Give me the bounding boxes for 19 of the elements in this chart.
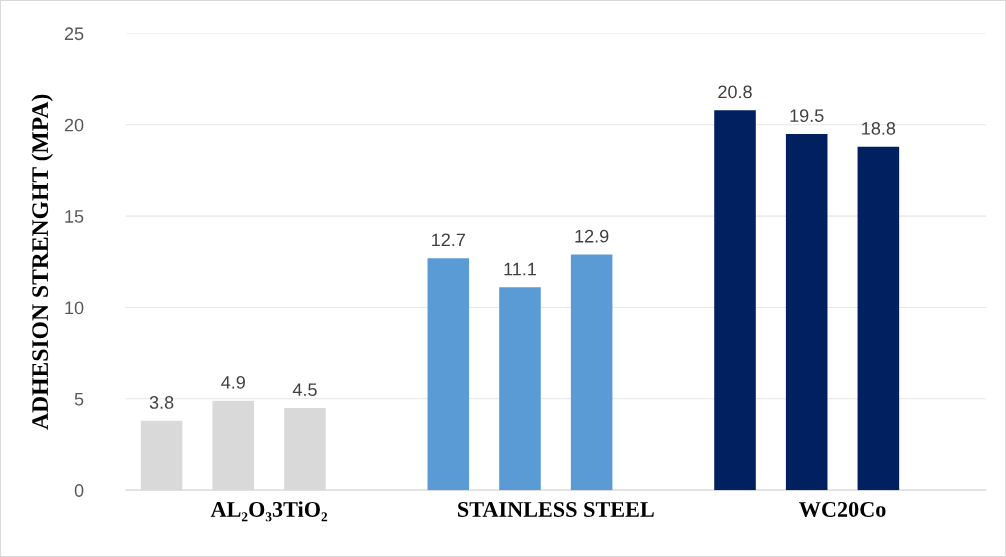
data-label: 3.8 [149,396,174,409]
data-label: 4.5 [292,383,317,397]
y-axis-title: ADHESION STRENGHT (MPA) [31,94,53,430]
x-tick-label: STAINLESS STEEL [458,501,654,517]
data-label: 19.5 [790,109,824,122]
x-tick-label: AL₂O₃3TiO₂ [210,501,328,522]
x-tick-label: WC20Co [799,501,886,518]
y-tick-label: 10 [65,301,84,315]
y-tick-label: 20 [64,118,84,132]
y-tick-label: 0 [74,484,84,497]
y-tick-label: 5 [74,392,84,406]
data-label: 12.9 [575,229,609,243]
data-label: 12.7 [432,233,465,247]
data-label: 4.9 [221,375,245,389]
y-tick-label: 25 [64,27,84,41]
data-label: 11.1 [504,262,536,276]
data-label: 20.8 [718,85,752,99]
data-label: 18.8 [862,122,896,135]
y-tick-label: 15 [65,210,84,223]
